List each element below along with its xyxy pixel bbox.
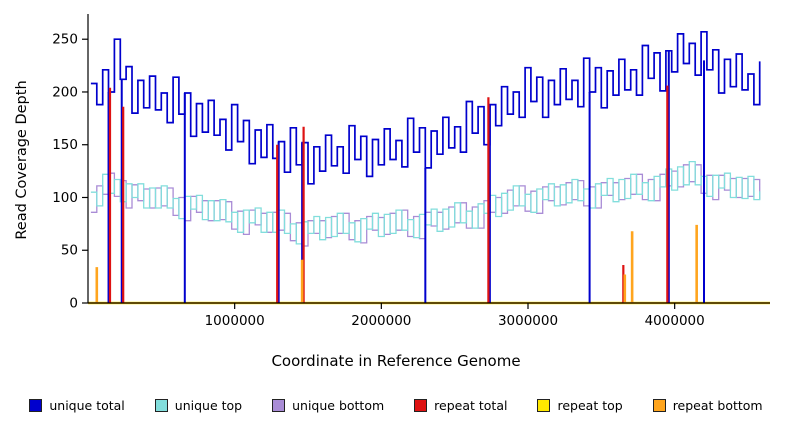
x-tick-label: 1000000 (205, 313, 265, 329)
unique-total-swatch-icon (29, 399, 43, 412)
y-axis-title: Read Coverage Depth (14, 80, 30, 240)
legend-label: repeat top (557, 398, 623, 413)
unique-bottom-swatch-icon (272, 399, 286, 412)
legend-label: unique bottom (292, 398, 385, 413)
legend-item-unique-top: unique top (154, 398, 243, 413)
legend-label: repeat bottom (672, 398, 763, 413)
unique-top-swatch-icon (154, 399, 168, 412)
repeat-top-swatch-icon (537, 399, 551, 412)
y-tick-label: 250 (52, 32, 78, 48)
legend-label: unique top (174, 398, 243, 413)
x-axis-title: Coordinate in Reference Genome (271, 352, 521, 370)
legend-label: unique total (49, 398, 125, 413)
x-tick-label: 4000000 (645, 313, 705, 329)
chart-legend: unique total unique top unique bottom re… (0, 398, 792, 413)
y-tick-label: 0 (69, 296, 78, 312)
y-tick-label: 50 (61, 243, 78, 259)
y-tick-label: 150 (52, 137, 78, 153)
legend-item-repeat-top: repeat top (537, 398, 623, 413)
legend-item-unique-total: unique total (29, 398, 125, 413)
unique-total-series (90, 30, 761, 185)
x-tick-label: 3000000 (498, 313, 558, 329)
legend-label: repeat total (434, 398, 508, 413)
y-tick-label: 200 (52, 84, 78, 100)
x-tick-label: 2000000 (351, 313, 411, 329)
repeat-bottom-swatch-icon (652, 399, 666, 412)
legend-item-repeat-bottom: repeat bottom (652, 398, 763, 413)
repeat-total-swatch-icon (414, 399, 428, 412)
legend-item-unique-bottom: unique bottom (272, 398, 384, 413)
y-tick-label: 100 (52, 190, 78, 206)
legend-item-repeat-total: repeat total (414, 398, 507, 413)
coverage-chart: 0 50 100 150 200 250 1000000 2000000 3000000 4000… (52, 14, 770, 329)
